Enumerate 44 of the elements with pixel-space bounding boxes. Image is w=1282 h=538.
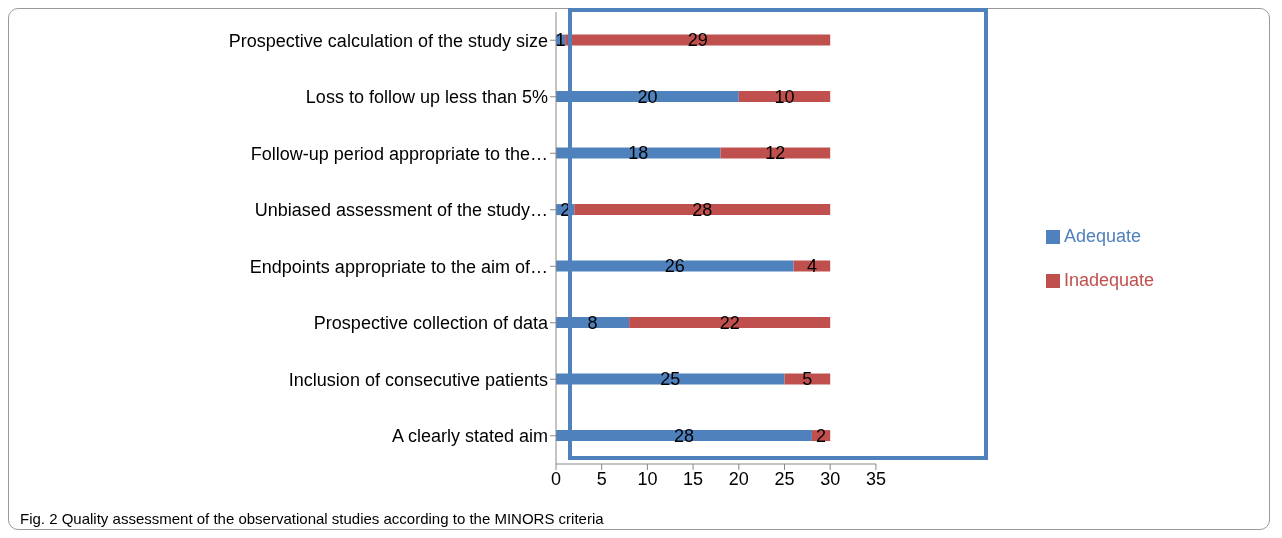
y-tick-label: Follow-up period appropriate to the… [250,143,548,164]
legend-label: Inadequate [1063,270,1154,290]
y-tick-label: Unbiased assessment of the study… [254,200,548,221]
data-label: 1 [555,30,566,51]
y-tick-label: Loss to follow up less than 5% [305,87,548,108]
x-tick-label: 15 [683,468,704,489]
data-label: 28 [692,199,713,220]
bar [556,373,785,385]
data-label: 12 [765,143,786,164]
x-tick-label: 35 [865,468,886,489]
data-label: 5 [802,369,813,390]
data-label: 18 [628,143,649,164]
data-label: 26 [664,256,685,277]
data-label: 25 [660,369,681,390]
data-label: 10 [774,86,795,107]
y-tick-label: Endpoints appropriate to the aim of… [249,256,548,277]
bar [556,91,739,103]
bar [556,430,812,442]
y-tick-label: Inclusion of consecutive patients [288,369,548,390]
data-label: 29 [687,30,708,51]
x-tick-label: 10 [637,468,658,489]
data-label: 4 [806,256,817,277]
data-label: 2 [816,425,827,446]
bar [556,260,794,272]
data-label: 20 [637,86,658,107]
bar [556,147,721,159]
bar [720,147,831,159]
x-tick-label: 5 [596,468,607,489]
x-tick-label: 20 [728,468,749,489]
bar [565,34,831,46]
y-tick-label: A clearly stated aim [391,426,548,447]
x-tick-label: 0 [550,468,562,489]
caption: Fig. 2 Quality assessment of the observational studies according to the MINORS criteria [20,510,605,527]
data-label: 28 [673,425,694,446]
data-label: 22 [719,312,740,333]
y-tick-label: Prospective calculation of the study size [228,30,548,51]
data-label: 8 [587,312,598,333]
bar [738,91,831,103]
x-tick-label: 25 [774,468,795,489]
x-tick-label: 30 [820,468,841,489]
bar [574,204,831,216]
y-tick-label: Prospective collection of data [313,313,549,334]
legend-label: Adequate [1063,226,1141,246]
bar [629,317,831,329]
